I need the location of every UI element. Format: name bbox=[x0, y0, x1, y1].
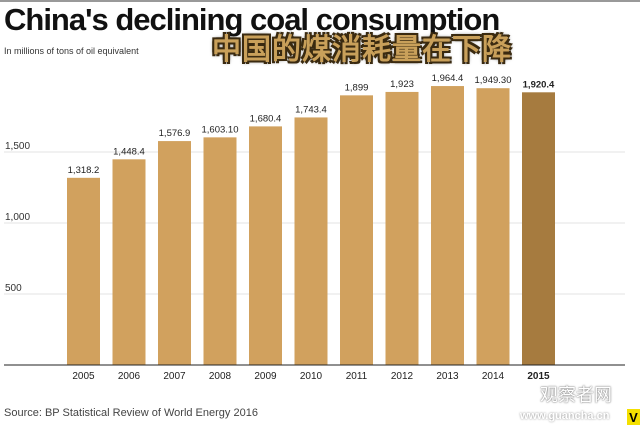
data-label: 1,949.30 bbox=[475, 75, 512, 86]
bar bbox=[203, 137, 237, 365]
y-tick-label: 500 bbox=[5, 283, 22, 294]
bar bbox=[340, 95, 373, 365]
x-tick-label: 2006 bbox=[118, 371, 141, 382]
bar bbox=[67, 177, 100, 365]
x-tick-label: 2010 bbox=[300, 371, 323, 382]
data-label: 1,920.4 bbox=[523, 79, 555, 90]
data-label: 1,743.4 bbox=[295, 104, 327, 115]
bar bbox=[522, 92, 555, 366]
x-tick-label: 2013 bbox=[436, 371, 459, 382]
x-tick-label: 2012 bbox=[391, 371, 414, 382]
y-tick-label: 1,500 bbox=[5, 141, 30, 152]
source-note: Source: BP Statistical Review of World E… bbox=[4, 407, 258, 419]
y-tick-label: 1,000 bbox=[5, 212, 30, 223]
chinese-overlay-title: 中国的煤消耗量在下降 bbox=[212, 32, 513, 66]
vox-logo: V bbox=[627, 409, 640, 425]
chart-subtitle: In millions of tons of oil equivalent bbox=[4, 46, 139, 56]
bar bbox=[385, 91, 419, 366]
x-tick-label: 2009 bbox=[254, 371, 277, 382]
data-label: 1,964.4 bbox=[432, 73, 464, 84]
chart-title: China's declining coal consumption bbox=[4, 2, 500, 37]
data-label: 1,603.10 bbox=[202, 124, 239, 135]
data-label: 1,680.4 bbox=[250, 113, 282, 124]
bar bbox=[431, 86, 464, 365]
watermark-name: 观察者网 bbox=[540, 385, 612, 406]
x-tick-label: 2007 bbox=[163, 371, 186, 382]
x-tick-label: 2011 bbox=[346, 371, 368, 382]
x-tick-label: 2014 bbox=[482, 371, 505, 382]
x-tick-label: 2005 bbox=[72, 371, 95, 382]
bar bbox=[158, 141, 191, 365]
data-label: 1,318.2 bbox=[68, 165, 100, 176]
bar bbox=[294, 117, 328, 366]
x-tick-label: 2015 bbox=[527, 371, 550, 382]
bar bbox=[249, 126, 282, 365]
bar bbox=[112, 159, 146, 365]
data-label: 1,923 bbox=[390, 79, 414, 90]
data-label: 1,899 bbox=[345, 82, 369, 93]
data-label: 1,448.4 bbox=[113, 146, 145, 157]
x-tick-label: 2008 bbox=[209, 371, 232, 382]
watermark-url: www.guancha.cn bbox=[520, 410, 610, 422]
bar bbox=[476, 88, 510, 365]
data-label: 1,576.9 bbox=[159, 128, 191, 139]
